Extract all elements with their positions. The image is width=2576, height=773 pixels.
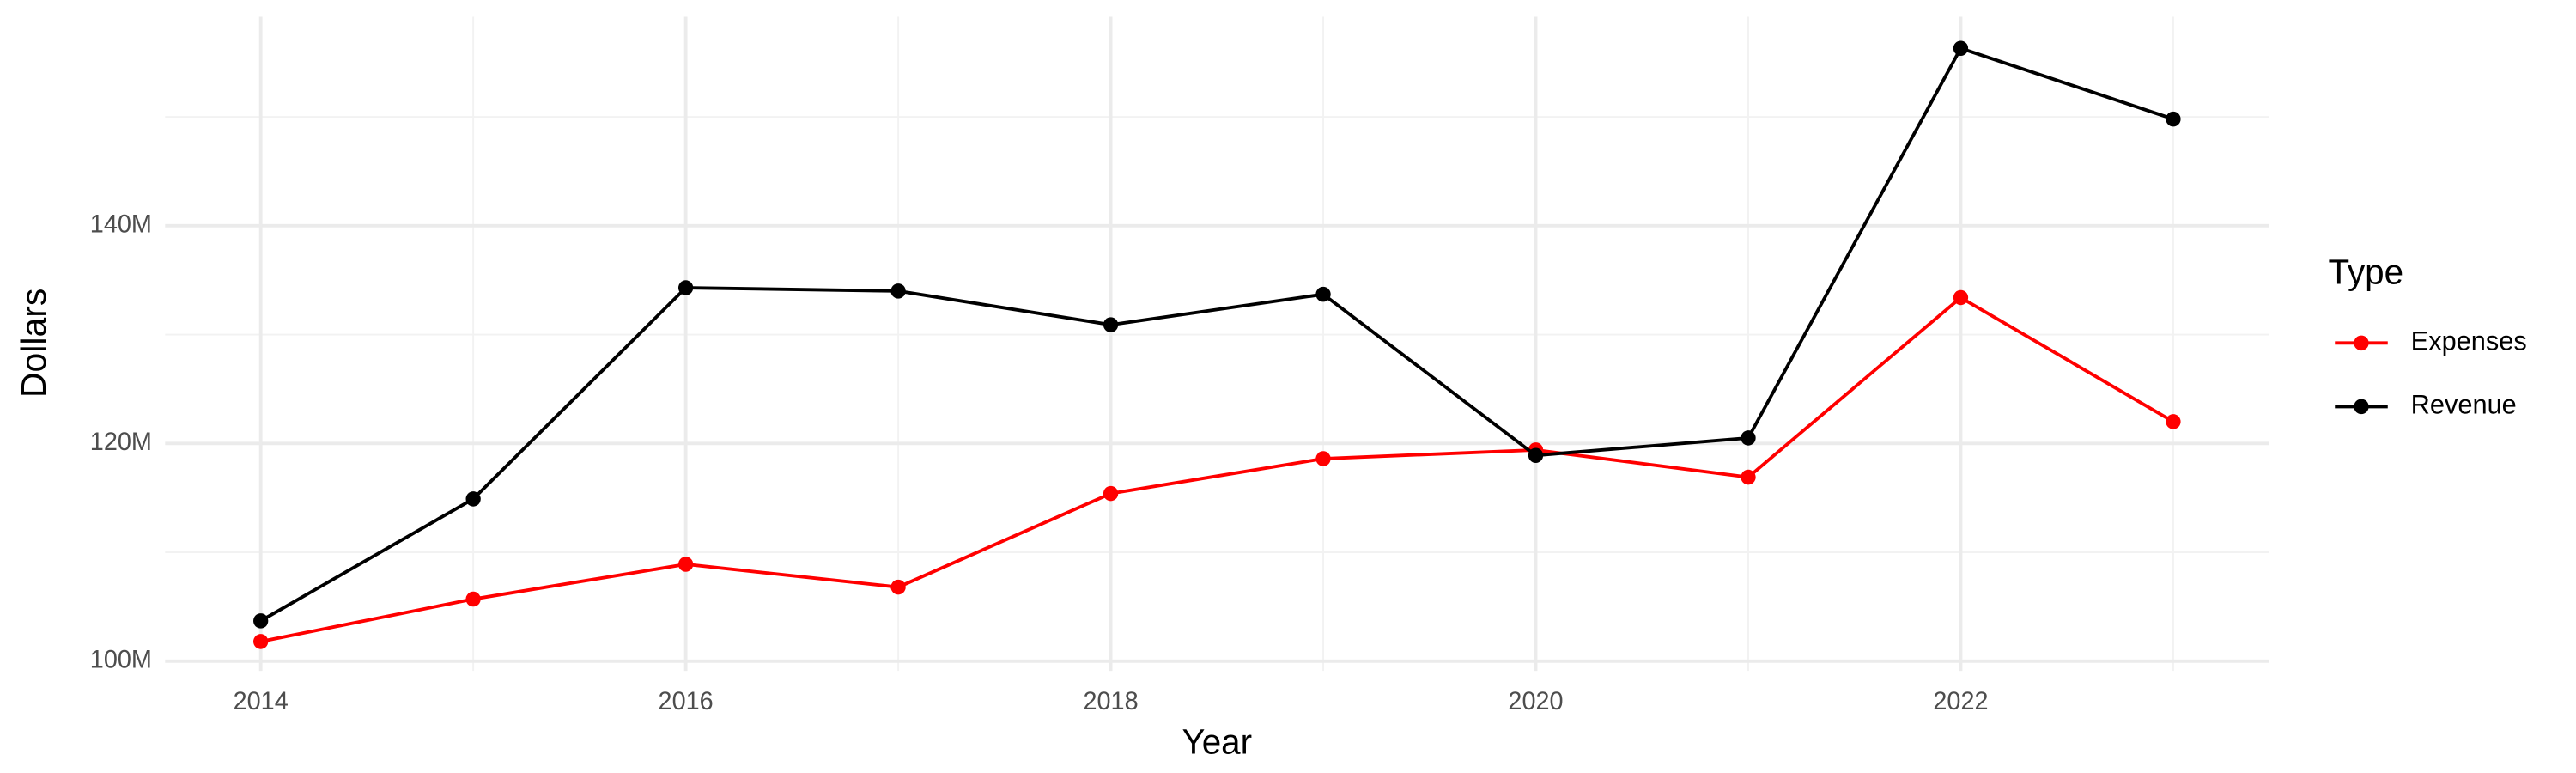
legend-label: Revenue (2411, 389, 2517, 419)
series-line (260, 295, 2174, 643)
data-point (1953, 289, 1969, 306)
data-point (465, 491, 481, 507)
legend-label: Expenses (2411, 326, 2527, 356)
data-point (1953, 40, 1969, 57)
x-tick-label: 2020 (1508, 688, 1563, 715)
y-tick-label: 120M (90, 429, 152, 456)
data-point (253, 634, 269, 649)
x-tick-label: 2022 (1933, 688, 1988, 715)
data-point (677, 557, 694, 572)
legend-title: Type (2329, 252, 2404, 291)
data-point (1315, 286, 1331, 302)
data-point (1741, 430, 1756, 446)
data-point (1103, 485, 1119, 502)
y-tick-label: 100M (90, 646, 152, 673)
data-point (2166, 111, 2181, 127)
x-axis-title: Year (1182, 721, 1253, 761)
data-point (890, 283, 906, 299)
data-point (253, 613, 269, 629)
data-point (890, 579, 906, 595)
legend-marker (2354, 335, 2369, 351)
series-line (259, 46, 2174, 623)
data-point (465, 591, 481, 607)
data-point (1103, 317, 1119, 332)
y-axis-title: Dollars (14, 289, 53, 398)
x-tick-label: 2014 (234, 688, 289, 715)
data-point (677, 280, 694, 295)
data-point (1315, 451, 1331, 466)
data-point (1741, 469, 1756, 485)
data-point (1528, 447, 1544, 463)
legend-marker (2354, 399, 2369, 415)
y-tick-label: 140M (90, 210, 152, 238)
x-tick-label: 2018 (1083, 688, 1138, 715)
data-point (2166, 414, 2181, 429)
x-tick-label: 2016 (659, 688, 714, 715)
